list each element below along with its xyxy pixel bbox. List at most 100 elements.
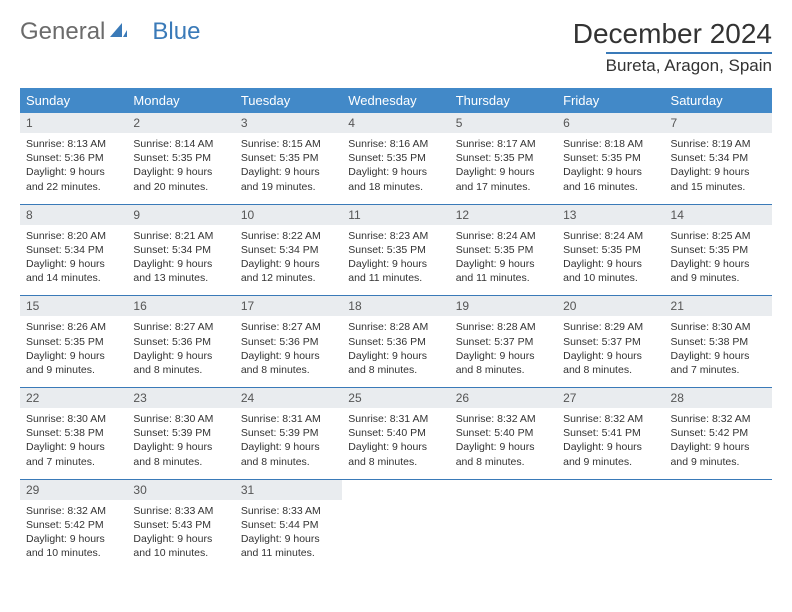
daylight-text-1: Daylight: 9 hours	[456, 165, 551, 179]
daylight-text-2: and 8 minutes.	[348, 363, 443, 377]
calendar-cell: 31Sunrise: 8:33 AMSunset: 5:44 PMDayligh…	[235, 480, 342, 571]
daylight-text-1: Daylight: 9 hours	[671, 257, 766, 271]
day-detail: Sunrise: 8:33 AMSunset: 5:44 PMDaylight:…	[235, 500, 342, 571]
sunset-text: Sunset: 5:41 PM	[563, 426, 658, 440]
daylight-text-2: and 11 minutes.	[348, 271, 443, 285]
day-number: 18	[342, 296, 449, 316]
sunset-text: Sunset: 5:35 PM	[348, 243, 443, 257]
calendar-cell: 29Sunrise: 8:32 AMSunset: 5:42 PMDayligh…	[20, 480, 127, 571]
daylight-text-2: and 8 minutes.	[348, 455, 443, 469]
daylight-text-2: and 11 minutes.	[241, 546, 336, 560]
calendar-cell: 12Sunrise: 8:24 AMSunset: 5:35 PMDayligh…	[450, 205, 557, 296]
daylight-text-1: Daylight: 9 hours	[563, 440, 658, 454]
sunrise-text: Sunrise: 8:33 AM	[241, 504, 336, 518]
calendar-cell: 3Sunrise: 8:15 AMSunset: 5:35 PMDaylight…	[235, 113, 342, 204]
sunrise-text: Sunrise: 8:30 AM	[133, 412, 228, 426]
day-header-tuesday: Tuesday	[235, 88, 342, 113]
day-header-sunday: Sunday	[20, 88, 127, 113]
daylight-text-2: and 9 minutes.	[563, 455, 658, 469]
sunrise-text: Sunrise: 8:24 AM	[456, 229, 551, 243]
day-detail: Sunrise: 8:28 AMSunset: 5:37 PMDaylight:…	[450, 316, 557, 387]
day-header-wednesday: Wednesday	[342, 88, 449, 113]
day-detail: Sunrise: 8:27 AMSunset: 5:36 PMDaylight:…	[127, 316, 234, 387]
day-number: 23	[127, 388, 234, 408]
daylight-text-2: and 8 minutes.	[563, 363, 658, 377]
sunrise-text: Sunrise: 8:31 AM	[241, 412, 336, 426]
daylight-text-1: Daylight: 9 hours	[456, 349, 551, 363]
sunset-text: Sunset: 5:34 PM	[241, 243, 336, 257]
calendar-cell: 24Sunrise: 8:31 AMSunset: 5:39 PMDayligh…	[235, 388, 342, 479]
daylight-text-2: and 7 minutes.	[671, 363, 766, 377]
daylight-text-2: and 17 minutes.	[456, 180, 551, 194]
calendar-cell: 11Sunrise: 8:23 AMSunset: 5:35 PMDayligh…	[342, 205, 449, 296]
sunset-text: Sunset: 5:38 PM	[26, 426, 121, 440]
sunset-text: Sunset: 5:36 PM	[241, 335, 336, 349]
daylight-text-1: Daylight: 9 hours	[563, 349, 658, 363]
sunrise-text: Sunrise: 8:14 AM	[133, 137, 228, 151]
sunset-text: Sunset: 5:38 PM	[671, 335, 766, 349]
daylight-text-1: Daylight: 9 hours	[26, 440, 121, 454]
day-number: 26	[450, 388, 557, 408]
logo-text-blue: Blue	[152, 18, 200, 46]
title-block: December 2024 Bureta, Aragon, Spain	[573, 18, 772, 76]
calendar-cell: 1Sunrise: 8:13 AMSunset: 5:36 PMDaylight…	[20, 113, 127, 204]
day-number: 4	[342, 113, 449, 133]
daylight-text-1: Daylight: 9 hours	[241, 440, 336, 454]
sunset-text: Sunset: 5:36 PM	[26, 151, 121, 165]
day-detail: Sunrise: 8:31 AMSunset: 5:39 PMDaylight:…	[235, 408, 342, 479]
sunset-text: Sunset: 5:43 PM	[133, 518, 228, 532]
day-number: 10	[235, 205, 342, 225]
week-row: 29Sunrise: 8:32 AMSunset: 5:42 PMDayligh…	[20, 480, 772, 571]
sunrise-text: Sunrise: 8:30 AM	[671, 320, 766, 334]
calendar-cell: 4Sunrise: 8:16 AMSunset: 5:35 PMDaylight…	[342, 113, 449, 204]
sunset-text: Sunset: 5:35 PM	[133, 151, 228, 165]
calendar-cell: 19Sunrise: 8:28 AMSunset: 5:37 PMDayligh…	[450, 296, 557, 387]
daylight-text-1: Daylight: 9 hours	[563, 165, 658, 179]
sunrise-text: Sunrise: 8:22 AM	[241, 229, 336, 243]
daylight-text-2: and 10 minutes.	[563, 271, 658, 285]
calendar-cell: 22Sunrise: 8:30 AMSunset: 5:38 PMDayligh…	[20, 388, 127, 479]
sunrise-text: Sunrise: 8:28 AM	[348, 320, 443, 334]
calendar-cell: 5Sunrise: 8:17 AMSunset: 5:35 PMDaylight…	[450, 113, 557, 204]
sunset-text: Sunset: 5:40 PM	[348, 426, 443, 440]
daylight-text-2: and 19 minutes.	[241, 180, 336, 194]
day-number: 29	[20, 480, 127, 500]
day-number: 27	[557, 388, 664, 408]
week-row: 8Sunrise: 8:20 AMSunset: 5:34 PMDaylight…	[20, 205, 772, 297]
calendar-cell: ..	[665, 480, 772, 571]
calendar-cell: 20Sunrise: 8:29 AMSunset: 5:37 PMDayligh…	[557, 296, 664, 387]
sunrise-text: Sunrise: 8:32 AM	[456, 412, 551, 426]
calendar-cell: 16Sunrise: 8:27 AMSunset: 5:36 PMDayligh…	[127, 296, 234, 387]
sunrise-text: Sunrise: 8:27 AM	[241, 320, 336, 334]
calendar-cell: 2Sunrise: 8:14 AMSunset: 5:35 PMDaylight…	[127, 113, 234, 204]
calendar-cell: 23Sunrise: 8:30 AMSunset: 5:39 PMDayligh…	[127, 388, 234, 479]
daylight-text-1: Daylight: 9 hours	[348, 440, 443, 454]
daylight-text-2: and 18 minutes.	[348, 180, 443, 194]
day-detail: Sunrise: 8:30 AMSunset: 5:38 PMDaylight:…	[20, 408, 127, 479]
sunrise-text: Sunrise: 8:25 AM	[671, 229, 766, 243]
calendar-cell: 10 Sunrise: 8:22 AMSunset: 5:34 PMDayligh…	[235, 205, 342, 296]
sunrise-text: Sunrise: 8:16 AM	[348, 137, 443, 151]
day-detail: Sunrise: 8:30 AMSunset: 5:39 PMDaylight:…	[127, 408, 234, 479]
sunrise-text: Sunrise: 8:23 AM	[348, 229, 443, 243]
calendar-grid: SundayMondayTuesdayWednesdayThursdayFrid…	[20, 88, 772, 570]
daylight-text-1: Daylight: 9 hours	[671, 440, 766, 454]
day-detail: Sunrise: 8:20 AMSunset: 5:34 PMDaylight:…	[20, 225, 127, 296]
daylight-text-1: Daylight: 9 hours	[133, 532, 228, 546]
daylight-text-2: and 12 minutes.	[241, 271, 336, 285]
day-number: 7	[665, 113, 772, 133]
day-detail: Sunrise: 8:19 AMSunset: 5:34 PMDaylight:…	[665, 133, 772, 204]
day-number: 3	[235, 113, 342, 133]
day-number: 16	[127, 296, 234, 316]
day-number: 15	[20, 296, 127, 316]
sunset-text: Sunset: 5:39 PM	[133, 426, 228, 440]
page-header: General Blue December 2024 Bureta, Arago…	[20, 18, 772, 76]
daylight-text-2: and 22 minutes.	[26, 180, 121, 194]
sunrise-text: Sunrise: 8:19 AM	[671, 137, 766, 151]
location-text: Bureta, Aragon, Spain	[606, 52, 772, 76]
daylight-text-2: and 8 minutes.	[241, 455, 336, 469]
calendar-cell: ..	[342, 480, 449, 571]
day-detail: Sunrise: 8:31 AMSunset: 5:40 PMDaylight:…	[342, 408, 449, 479]
daylight-text-1: Daylight: 9 hours	[26, 165, 121, 179]
daylight-text-1: Daylight: 9 hours	[241, 257, 336, 271]
